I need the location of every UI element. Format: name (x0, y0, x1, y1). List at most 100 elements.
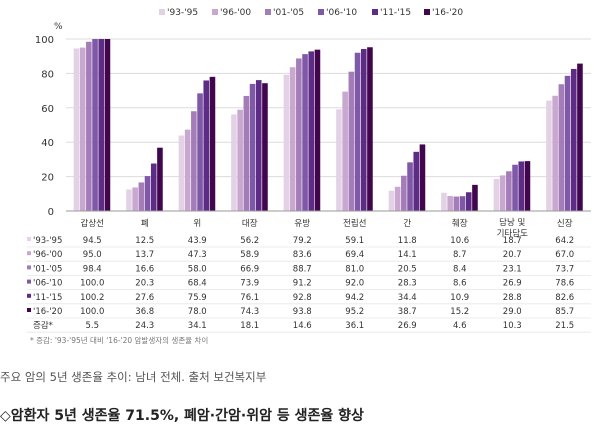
table-cell: 88.7 (293, 264, 312, 274)
bar (506, 171, 512, 211)
bar (86, 41, 92, 211)
x-tick-label: 폐 (141, 218, 149, 229)
table-cell: 74.3 (240, 307, 259, 317)
x-tick-label: 췌장 (452, 218, 468, 229)
table-row-swatch (27, 279, 31, 284)
table-cell: 16.6 (135, 264, 154, 274)
bar (388, 190, 395, 211)
table-row-swatch (27, 308, 31, 312)
x-tick-label: 위 (193, 219, 201, 229)
bar (472, 184, 478, 211)
y-tick-label: 100 (35, 35, 54, 46)
table-row-swatch (27, 293, 31, 298)
table-cell: 10.9 (450, 293, 469, 303)
bar (132, 187, 138, 211)
table-cell: 18.7 (503, 236, 522, 246)
bar (184, 129, 191, 211)
survival-rate-chart: % 0 20 40 60 80 100 갑상선 폐 위 대장 유방 전립선 간 췌장 담낭 및 기타담도 신장 '… (27, 8, 591, 345)
table-cell: 13.7 (135, 250, 154, 260)
table-cell: 18.1 (240, 321, 259, 331)
table-cell: 59.1 (345, 236, 364, 246)
table-cell: 23.1 (503, 264, 522, 274)
table-cell: 56.2 (240, 236, 259, 246)
y-tick-label: 20 (41, 173, 54, 184)
table-cell: 36.8 (135, 307, 154, 317)
table-row-label: '93-'95 (33, 236, 62, 246)
legend-swatch (318, 9, 324, 15)
table-cell: 82.6 (555, 293, 574, 303)
table-cell: 58.9 (240, 250, 259, 260)
y-tick-label: 0 (48, 207, 54, 218)
table-cell: 83.6 (293, 250, 312, 260)
table-cell: 15.2 (450, 307, 469, 317)
table-cell: 75.9 (188, 293, 207, 303)
table-cell: 92.8 (293, 293, 312, 303)
table-cell: 10.3 (503, 321, 522, 331)
table-cell: 93.8 (293, 307, 312, 317)
bar (231, 114, 237, 211)
x-tick-label: 담낭 및 기타담도 (497, 217, 528, 239)
table-row-label: '16-'20 (33, 307, 62, 317)
bar (243, 95, 250, 211)
bar (453, 196, 460, 211)
bar (203, 80, 210, 212)
table-cell: 64.2 (555, 236, 574, 246)
bar (255, 80, 262, 211)
table-row-label: 증감* (33, 320, 53, 331)
table-cell: 73.9 (240, 279, 259, 289)
table-cell: 73.7 (555, 264, 574, 274)
table-cell: 69.4 (345, 250, 364, 260)
axes: % 0 20 40 60 80 100 갑상선 폐 위 대장 유방 전립선 간 췌장 담낭 및 기타담도 신장 (35, 22, 591, 239)
legend-swatch (424, 9, 430, 15)
bar (104, 39, 111, 211)
table-cell: 95.0 (83, 250, 102, 260)
table-cell: 34.1 (188, 321, 207, 331)
bar (413, 151, 420, 211)
bar (302, 54, 308, 211)
bar (209, 76, 216, 211)
bar (354, 52, 361, 212)
table-row-label: '11-'15 (33, 293, 62, 303)
bar (407, 162, 413, 211)
table-row-label: '06-'10 (33, 279, 62, 289)
bar (308, 51, 315, 211)
bar (314, 49, 321, 211)
bar (283, 74, 290, 211)
bar (336, 109, 342, 211)
table-cell: 91.2 (293, 279, 312, 289)
bar (419, 144, 426, 211)
bar (524, 161, 531, 211)
x-tick-label: 신장 (557, 218, 573, 229)
bar (126, 189, 132, 211)
bar (552, 95, 558, 211)
bar (546, 100, 552, 211)
legend-swatch (372, 9, 378, 15)
table-cell: 26.9 (398, 321, 417, 331)
x-tick-label: 간 (403, 218, 411, 229)
bar (493, 178, 500, 211)
bar (401, 175, 407, 211)
table-cell: 94.5 (83, 236, 102, 246)
article-headline: ◇암환자 5년 생존율 71.5%, 폐암·간암·위암 등 생존율 향상 (0, 408, 364, 424)
x-tick-label: 유방 (294, 218, 310, 229)
bar (79, 47, 86, 211)
table-cell: 10.6 (450, 236, 469, 246)
bars (73, 39, 583, 212)
table-cell: 36.1 (345, 321, 364, 331)
table-cell: 78.0 (188, 307, 207, 317)
bar (191, 111, 197, 211)
legend-swatch (212, 9, 218, 15)
table-cell: 81.0 (345, 264, 364, 274)
bar (394, 186, 401, 211)
bar (289, 67, 296, 211)
table-cell: 66.9 (240, 264, 259, 274)
table-cell: 79.2 (293, 236, 312, 246)
table-cell: 11.8 (398, 236, 417, 246)
legend-label: '16-'20 (432, 8, 463, 18)
bar (249, 83, 256, 211)
gridlines (66, 38, 591, 178)
table-cell: 12.5 (135, 236, 154, 246)
bar (296, 58, 302, 211)
table-row-label: '96-'00 (33, 250, 62, 260)
table-cell: 58.0 (188, 264, 207, 274)
